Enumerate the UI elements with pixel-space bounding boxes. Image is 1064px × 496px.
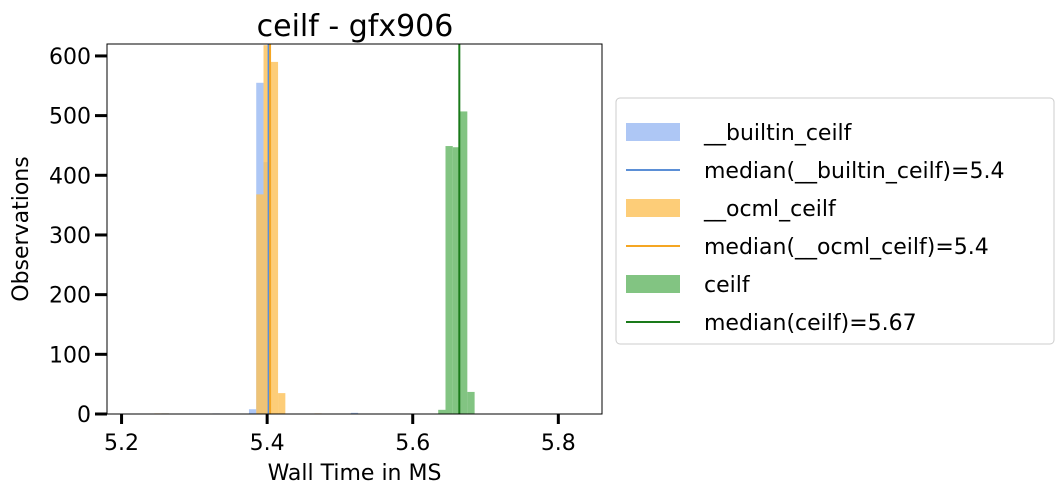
legend-entry: __builtin_ceilf [626,121,853,146]
y-tick-label: 100 [49,343,91,368]
plot-area [106,43,603,415]
x-tick-label: 5.8 [541,431,576,456]
y-tick-label: 500 [49,105,91,130]
y-axis: 0 100 200 300 400 500 600 [49,45,107,428]
x-axis: 5.2 5.4 5.6 5.8 [104,414,576,456]
hist-bar-ocml-ceilf-3 [263,45,271,415]
x-tick-label: 5.6 [395,431,430,456]
legend-label: median(__ocml_ceilf)=5.4 [704,235,989,260]
legend-entry: median(ceilf)=5.67 [626,311,917,336]
legend-entry: ceilf [626,273,751,298]
hist-bar-ocml-ceilf-2 [256,194,264,414]
plot-frame [106,43,603,415]
legend-label: median(__builtin_ceilf)=5.4 [704,159,1004,184]
legend-items: __builtin_ceilf median(__builtin_ceilf)=5… [626,121,1004,336]
legend-label: __ocml_ceilf [703,197,837,222]
hist-bar-ceilf-0 [438,409,446,414]
y-tick-label: 300 [49,224,91,249]
y-axis-label: Observations [9,156,34,301]
legend-swatch [626,123,680,141]
legend-label: median(ceilf)=5.67 [704,311,917,336]
hist-bar-ocml-ceilf-5 [278,393,286,414]
y-tick-label: 200 [49,284,91,309]
y-tick-label: 0 [77,403,91,428]
x-tick-label: 5.2 [104,431,139,456]
chart-title: ceilf - gfx906 [257,9,454,44]
legend-swatch [626,275,680,293]
median-lines-layer [267,44,461,414]
legend-frame [615,97,1055,345]
legend: __builtin_ceilf median(__builtin_ceilf)=5… [615,97,1055,345]
y-tick-label: 400 [49,164,91,189]
hist-bar-ceilf-1 [445,146,453,414]
hist-bar-ceilf-4 [467,391,475,414]
y-tick-label: 600 [49,45,91,70]
hist-bar-builtin-ceilf-5 [350,412,359,414]
legend-label: __builtin_ceilf [703,121,853,146]
hist-bar-ocml-ceilf-4 [270,61,279,414]
hist-bar-builtin-ceilf-2 [248,409,257,414]
legend-entry: median(__ocml_ceilf)=5.4 [626,235,989,260]
x-axis-label: Wall Time in MS [268,461,442,486]
hist-bar-ceilf-2 [452,147,461,414]
bars-layer [154,45,475,415]
legend-swatch [626,199,680,217]
legend-entry: __ocml_ceilf [626,197,837,222]
x-tick-label: 5.4 [250,431,285,456]
legend-entry: median(__builtin_ceilf)=5.4 [626,159,1004,184]
legend-label: ceilf [704,273,751,298]
hist-bar-ceilf-3 [460,111,468,414]
